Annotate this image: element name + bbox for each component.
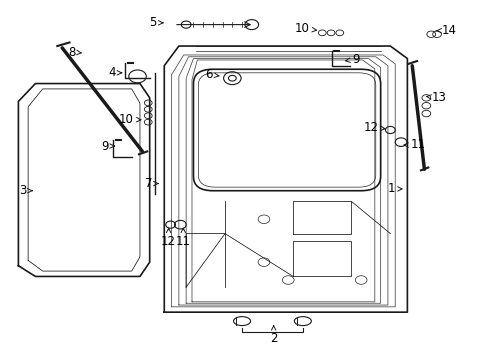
Text: 1: 1 xyxy=(387,183,401,195)
Text: 5: 5 xyxy=(149,16,163,29)
Text: 11: 11 xyxy=(403,139,425,152)
Text: 8: 8 xyxy=(68,46,81,59)
Text: 4: 4 xyxy=(108,66,122,79)
Text: 3: 3 xyxy=(19,184,32,197)
Text: 9: 9 xyxy=(101,140,114,153)
Text: 13: 13 xyxy=(425,91,446,104)
Text: 12: 12 xyxy=(363,121,384,134)
Text: 10: 10 xyxy=(119,113,141,126)
Text: 12: 12 xyxy=(161,228,176,248)
Text: 10: 10 xyxy=(294,22,316,35)
Text: 14: 14 xyxy=(435,24,456,37)
Text: 9: 9 xyxy=(345,53,359,66)
Text: 11: 11 xyxy=(175,228,190,248)
Text: 7: 7 xyxy=(144,177,158,190)
Text: 6: 6 xyxy=(205,68,219,81)
Text: 2: 2 xyxy=(269,326,277,345)
